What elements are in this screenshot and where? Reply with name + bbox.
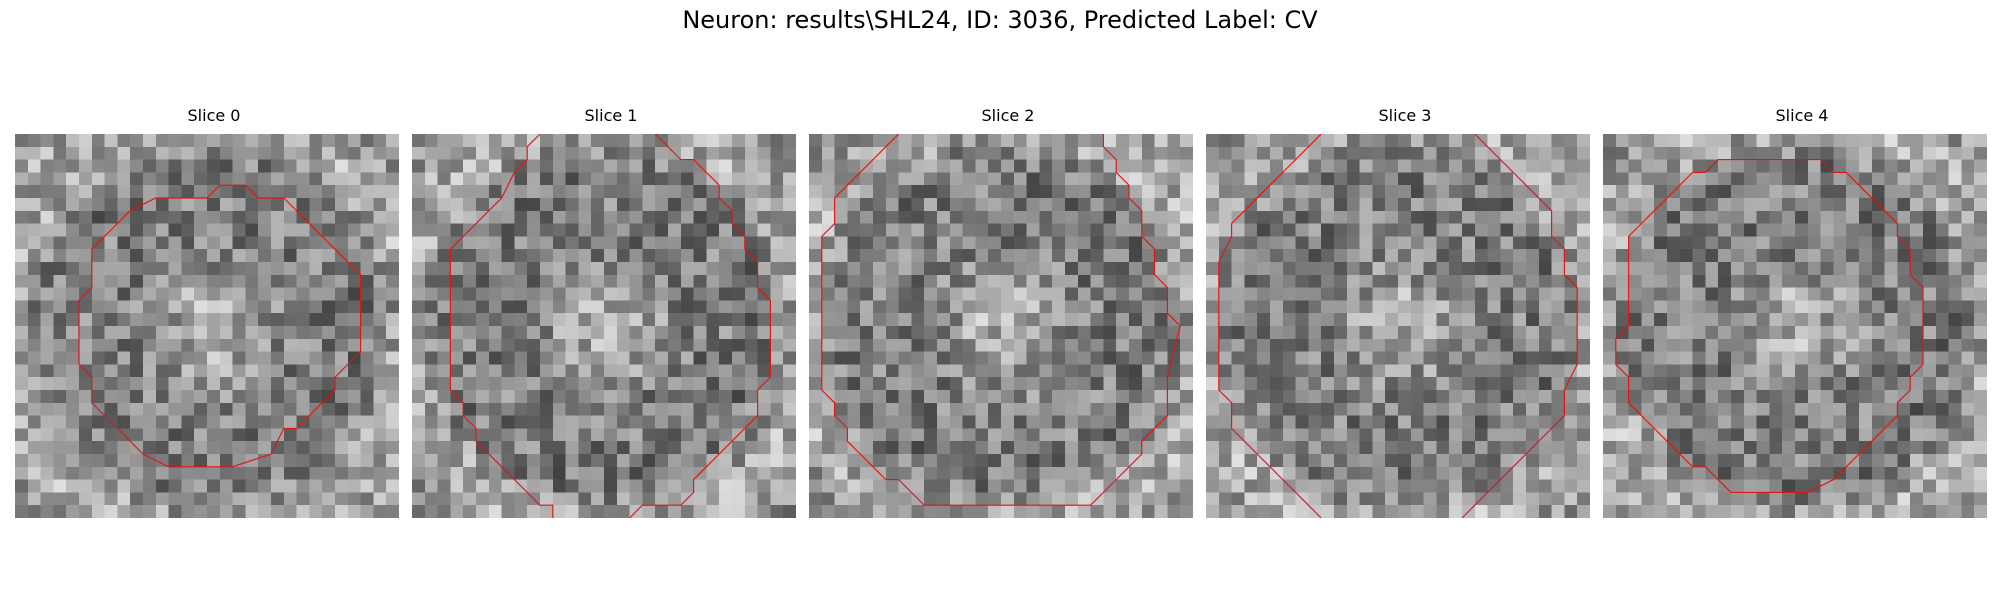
figure-title: Neuron: results\SHL24, ID: 3036, Predict… [682,6,1318,34]
slice-title: Slice 2 [981,106,1035,125]
slice-panel-1: Slice 1 [412,106,810,520]
contour-line [78,184,362,468]
slice-title: Slice 4 [1775,106,1829,125]
slice-panel-2: Slice 2 [809,106,1207,520]
slice-panel-4: Slice 4 [1603,106,2000,520]
slice-title: Slice 1 [584,106,638,125]
slice-image [809,134,1193,518]
slice-image [1206,134,1590,518]
slice-panel-0: Slice 0 [15,106,413,520]
slice-image [1603,134,1987,518]
contour-line [1218,134,1578,518]
slice-image [15,134,399,518]
slice-panel-3: Slice 3 [1206,106,1604,520]
contour-line [821,134,1181,506]
slice-title: Slice 0 [187,106,241,125]
contour-line [449,134,771,518]
slice-title: Slice 3 [1378,106,1432,125]
contour-line [1615,159,1924,493]
slice-image [412,134,796,518]
